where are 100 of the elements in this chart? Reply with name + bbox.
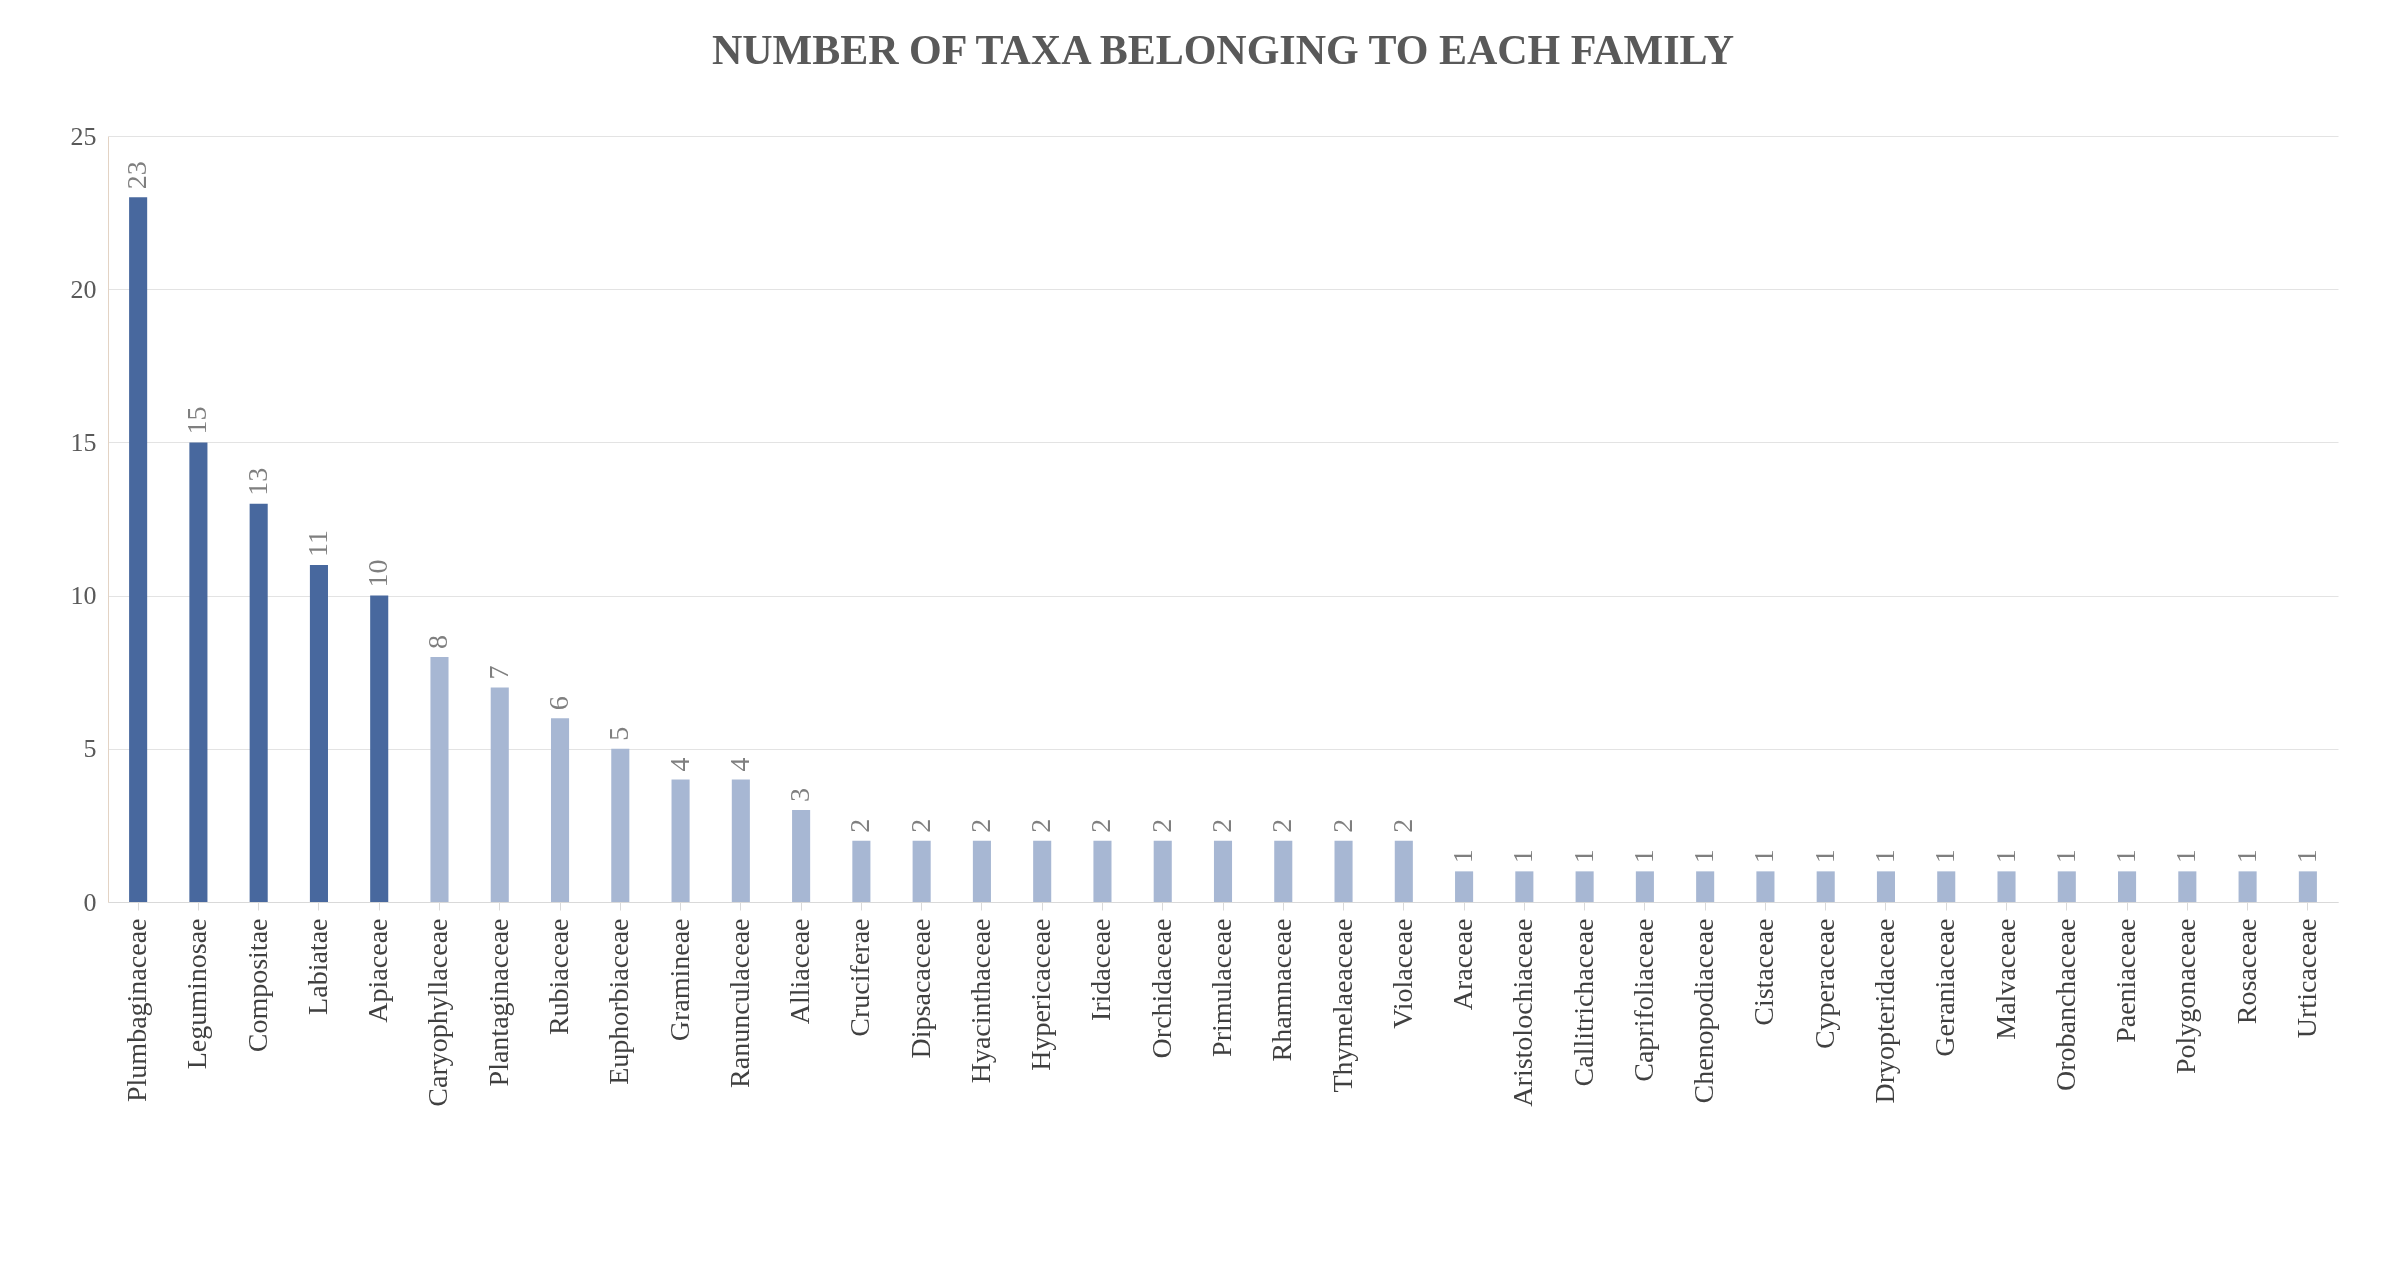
x-tick-label: Leguminosae bbox=[181, 918, 213, 1070]
data-label: 1 bbox=[2170, 849, 2202, 864]
x-tick-label: Cruciferae bbox=[844, 918, 876, 1037]
x-tick-label: Gramineae bbox=[663, 918, 695, 1042]
bar bbox=[1274, 840, 1293, 902]
data-label: 2 bbox=[1326, 818, 1358, 833]
data-label: 11 bbox=[301, 529, 333, 557]
x-tick-label: Apiaceae bbox=[362, 918, 394, 1023]
bar bbox=[1635, 871, 1654, 902]
y-tick-label: 15 bbox=[70, 427, 97, 457]
bar bbox=[189, 442, 208, 902]
x-tick-label: Labiatae bbox=[301, 918, 333, 1015]
bar bbox=[792, 810, 811, 902]
x-tick-label: Rosaceae bbox=[2230, 918, 2262, 1025]
data-label: 2 bbox=[904, 818, 936, 833]
bar bbox=[550, 718, 570, 902]
x-tick-label: Rubiaceae bbox=[543, 918, 575, 1036]
x-tick-label: Cyperaceae bbox=[1808, 918, 1840, 1050]
data-label: 1 bbox=[1627, 849, 1659, 864]
bar bbox=[309, 564, 328, 902]
x-tick-label: Dryopteridaceae bbox=[1868, 918, 1900, 1104]
bar bbox=[430, 656, 449, 902]
bar bbox=[731, 779, 750, 902]
x-tick-label: Iridaceae bbox=[1085, 918, 1117, 1022]
data-label: 3 bbox=[784, 788, 816, 803]
data-label: 2 bbox=[1386, 818, 1418, 833]
data-label: 4 bbox=[723, 757, 755, 772]
x-tick-label: Compositae bbox=[241, 918, 273, 1053]
data-label: 1 bbox=[1989, 849, 2021, 864]
x-tick-label: Paeniaceae bbox=[2110, 918, 2142, 1043]
x-tick-label: Hypericaceae bbox=[1025, 918, 1057, 1071]
x-tick-label: Rhamnaceae bbox=[1266, 918, 1298, 1062]
data-label: 1 bbox=[2110, 849, 2142, 864]
data-label: 2 bbox=[1145, 818, 1177, 833]
bar bbox=[1756, 871, 1775, 902]
bar bbox=[1876, 871, 1896, 902]
x-tick-label: Violaceae bbox=[1386, 918, 1418, 1029]
bar bbox=[1997, 871, 2016, 902]
x-tick-label: Plumbaginaceae bbox=[121, 918, 153, 1102]
x-tick-label: Caryophyllaceae bbox=[422, 918, 454, 1107]
bar bbox=[1394, 840, 1413, 902]
x-tick-label: Orobanchaceae bbox=[2049, 918, 2081, 1092]
data-label: 8 bbox=[422, 634, 454, 649]
bar bbox=[2178, 871, 2197, 902]
x-tick-label: Cistaceae bbox=[1748, 918, 1780, 1026]
y-tick-label: 25 bbox=[70, 121, 97, 151]
data-label: 1 bbox=[1748, 849, 1780, 864]
bar bbox=[972, 840, 991, 902]
data-label: 5 bbox=[603, 726, 635, 741]
bar bbox=[129, 197, 148, 902]
bar bbox=[2298, 871, 2317, 902]
data-label: 1 bbox=[1808, 849, 1840, 864]
bar bbox=[671, 779, 690, 902]
bar bbox=[1213, 840, 1233, 902]
bar bbox=[1515, 871, 1534, 902]
x-tick-label: Chenopodiaceae bbox=[1688, 918, 1720, 1104]
y-tick-label: 5 bbox=[83, 734, 97, 764]
data-label: 7 bbox=[482, 665, 514, 680]
x-tick-label: Primulaceae bbox=[1206, 918, 1237, 1057]
bar bbox=[1455, 871, 1474, 902]
y-tick-label: 0 bbox=[83, 887, 97, 917]
data-label: 4 bbox=[663, 757, 695, 772]
bar bbox=[370, 595, 389, 902]
bar bbox=[490, 687, 509, 902]
data-label: 1 bbox=[1447, 849, 1479, 864]
data-label: 1 bbox=[2290, 849, 2322, 864]
data-label: 1 bbox=[1507, 849, 1539, 864]
x-tick-label: Malvaceae bbox=[1989, 918, 2021, 1040]
bar bbox=[2057, 871, 2076, 902]
bar bbox=[2238, 871, 2257, 902]
x-tick-label: Araceae bbox=[1447, 918, 1479, 1011]
bar bbox=[1937, 871, 1956, 902]
x-tick-label: Callitrichaceae bbox=[1567, 918, 1599, 1087]
data-label: 1 bbox=[1567, 849, 1599, 864]
bar bbox=[1153, 840, 1172, 902]
data-label: 1 bbox=[1688, 849, 1720, 864]
x-tick-label: Euphorbiaceae bbox=[603, 918, 635, 1085]
x-tick-label: Urticaceae bbox=[2290, 918, 2322, 1039]
bar bbox=[249, 503, 268, 902]
x-tick-label: Dipsacaceae bbox=[904, 918, 936, 1059]
data-label: 13 bbox=[241, 467, 273, 496]
bar bbox=[852, 840, 871, 902]
data-label: 10 bbox=[362, 559, 394, 588]
chart-title: NUMBER OF TAXA BELONGING TO EACH FAMILY bbox=[711, 27, 1735, 73]
bar bbox=[611, 748, 630, 902]
data-label: 23 bbox=[121, 161, 153, 190]
bar bbox=[912, 840, 931, 902]
data-label: 15 bbox=[181, 406, 213, 435]
bar bbox=[1033, 840, 1052, 902]
x-tick-label: Geraniaceae bbox=[1929, 918, 1961, 1057]
bar bbox=[1696, 871, 1715, 902]
x-tick-label: Plantaginaceae bbox=[482, 918, 514, 1087]
bar bbox=[1575, 871, 1594, 902]
data-label: 1 bbox=[1868, 849, 1900, 864]
data-label: 1 bbox=[2230, 849, 2262, 864]
x-tick-label: Ranunculaceae bbox=[723, 918, 755, 1088]
bar bbox=[2118, 871, 2137, 902]
data-label: 2 bbox=[1206, 818, 1237, 833]
x-tick-label: Alliaceae bbox=[784, 918, 816, 1025]
x-tick-label: Aristolochiaceae bbox=[1507, 918, 1539, 1107]
